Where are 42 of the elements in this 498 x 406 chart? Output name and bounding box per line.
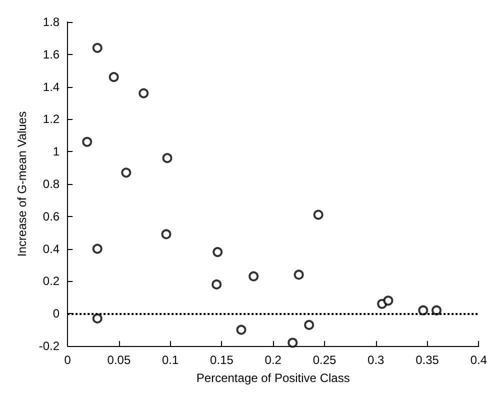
point [212,247,223,258]
point [418,305,428,316]
y-tick-label: 1.6 [42,47,60,62]
y-tick-label: 0.6 [42,209,60,224]
y-tick-label: 1.2 [42,112,60,126]
x-tick-label: 0 [64,353,72,367]
y-tick-label: -0.2 [38,339,60,353]
y-tick-label: 0.8 [42,177,60,191]
point [313,210,324,220]
point [92,313,102,324]
point [161,229,172,240]
point [121,168,132,178]
y-tick-label: 0.2 [42,274,60,288]
point [82,136,92,147]
y-axis-title: Increase of G-mean Values [15,111,29,257]
point [288,338,298,348]
x-tick-label: 0.15 [210,353,234,367]
x-tick-label: 0.4 [470,353,488,367]
point [162,153,172,164]
x-axis-title: Percentage of Positive Class [196,371,350,385]
x-tick-label: 0.2 [264,353,282,367]
point [304,320,314,330]
y-tick-label: 1.4 [42,80,60,94]
point [92,42,102,53]
point [212,279,222,290]
y-tick-label: 0.4 [42,242,60,256]
point [294,270,304,280]
point [108,72,119,82]
y-tick-label: 1 [52,144,60,159]
x-tick-label: 0.1 [162,353,180,367]
point [92,244,102,254]
y-tick-label: 1.8 [42,15,60,29]
point [432,305,442,316]
x-tick-label: 0.25 [312,353,337,367]
y-tick-label: 0 [52,306,60,321]
x-tick-label: 0.3 [368,353,385,367]
point [248,271,259,282]
point [138,88,149,98]
x-tick-label: 0.35 [416,353,440,367]
x-tick-label: 0.05 [107,353,131,367]
point [383,296,394,306]
point [236,324,246,335]
